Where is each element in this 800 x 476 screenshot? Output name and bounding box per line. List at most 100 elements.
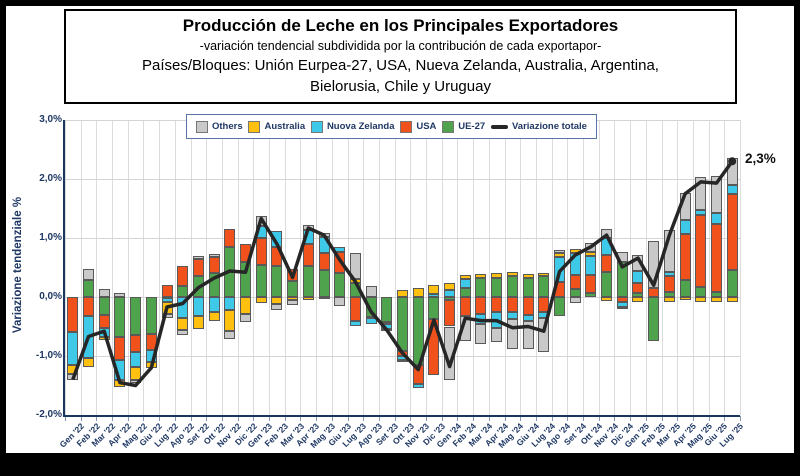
vertical-gridline bbox=[143, 120, 145, 415]
x-axis-tick bbox=[551, 416, 553, 421]
legend-color-swatch bbox=[442, 120, 455, 133]
vertical-gridline bbox=[80, 120, 82, 415]
vertical-gridline bbox=[347, 120, 349, 415]
vertical-gridline bbox=[206, 120, 208, 415]
bar-segment-others bbox=[114, 292, 126, 297]
vertical-gridline bbox=[331, 120, 333, 415]
bar-segment-others bbox=[192, 255, 204, 259]
x-axis-tick bbox=[347, 416, 349, 421]
legend-color-swatch bbox=[248, 120, 261, 133]
vertical-gridline bbox=[253, 120, 255, 415]
total-variation-line bbox=[71, 157, 737, 388]
bar-segment-ue27 bbox=[365, 297, 377, 318]
x-axis-tick bbox=[661, 416, 663, 421]
bar-segment-ue27 bbox=[538, 276, 550, 297]
bar-segment-usa bbox=[302, 244, 314, 267]
x-axis-tick bbox=[80, 416, 82, 421]
bar-segment-usa bbox=[161, 285, 173, 297]
vertical-gridline bbox=[300, 120, 302, 415]
vertical-gridline bbox=[473, 120, 475, 415]
bar-segment-ue27 bbox=[475, 278, 487, 297]
bar-segment-aus bbox=[412, 288, 424, 297]
bar-segment-usa bbox=[585, 275, 597, 294]
vertical-gridline bbox=[598, 120, 600, 415]
bar-segment-aus bbox=[538, 272, 550, 277]
bar-segment-others bbox=[710, 176, 722, 213]
x-axis-tick bbox=[677, 416, 679, 421]
legend-item-line: Variazione totale bbox=[491, 121, 587, 132]
bar-segment-usa bbox=[98, 314, 110, 329]
bar-segment-usa bbox=[318, 252, 330, 270]
bar-segment-aus bbox=[710, 297, 722, 303]
bar-segment-nz bbox=[130, 351, 142, 368]
chart-countries-line2: Bielorusia, Chile y Uruguay bbox=[310, 78, 491, 95]
vertical-gridline bbox=[96, 120, 98, 415]
bar-segment-others bbox=[538, 317, 550, 352]
bar-segment-nz bbox=[710, 212, 722, 225]
bar-segment-ue27 bbox=[444, 297, 456, 300]
bar-segment-usa bbox=[695, 214, 707, 287]
vertical-gridline bbox=[724, 120, 726, 415]
total-line-path bbox=[71, 160, 734, 388]
title-box: Producción de Leche en los Principales E… bbox=[64, 9, 737, 104]
bar-segment-usa bbox=[601, 254, 613, 272]
vertical-gridline bbox=[65, 120, 66, 415]
x-axis-tick bbox=[724, 416, 726, 421]
bar-segment-usa bbox=[726, 193, 738, 271]
bar-segment-others bbox=[553, 250, 565, 254]
bar-segment-others bbox=[695, 177, 707, 210]
legend-item-aus: Australia bbox=[248, 120, 305, 133]
bar-segment-ue27 bbox=[663, 292, 675, 297]
vertical-gridline bbox=[127, 120, 129, 415]
bar-segment-nz bbox=[428, 294, 440, 297]
bar-segment-ue27 bbox=[506, 276, 518, 297]
x-axis-tick bbox=[269, 416, 271, 421]
y-tick-label: 3,0% bbox=[39, 114, 62, 125]
x-axis-tick bbox=[143, 416, 145, 421]
bar-segment-nz bbox=[522, 314, 534, 321]
x-axis-tick bbox=[378, 416, 380, 421]
vertical-gridline bbox=[583, 120, 585, 415]
x-axis-tick bbox=[127, 416, 129, 421]
x-axis-tick bbox=[65, 416, 66, 421]
legend-item-nz: Nuova Zelanda bbox=[310, 120, 395, 133]
bar-segment-nz bbox=[192, 297, 204, 317]
bar-segment-others bbox=[287, 299, 299, 305]
legend-color-swatch bbox=[310, 120, 323, 133]
legend-item-usa: USA bbox=[400, 120, 436, 133]
vertical-gridline bbox=[551, 120, 553, 415]
legend-label: Variazione totale bbox=[512, 121, 587, 132]
bar-segment-aus bbox=[444, 282, 456, 290]
vertical-gridline bbox=[363, 120, 365, 415]
end-value-label: 2,3% bbox=[745, 151, 776, 166]
vertical-gridline bbox=[410, 120, 412, 415]
bar-segment-usa bbox=[491, 297, 503, 312]
bar-segment-ue27 bbox=[616, 261, 628, 297]
bar-segment-aus bbox=[224, 309, 236, 332]
x-axis-tick bbox=[253, 416, 255, 421]
x-axis-tick bbox=[441, 416, 443, 421]
bar-segment-ue27 bbox=[83, 280, 95, 297]
vertical-gridline bbox=[316, 120, 318, 415]
legend-label: UE-27 bbox=[458, 121, 486, 132]
bar-segment-usa bbox=[114, 337, 126, 360]
bar-segment-nz bbox=[177, 297, 189, 319]
bar-segment-ue27 bbox=[240, 261, 252, 297]
bar-segment-aus bbox=[726, 297, 738, 302]
bar-segment-aus bbox=[459, 274, 471, 280]
bar-segment-aus bbox=[553, 253, 565, 258]
bar-segment-ue27 bbox=[569, 289, 581, 297]
x-axis-tick bbox=[708, 416, 710, 421]
bar-segment-nz bbox=[695, 209, 707, 215]
bar-segment-ue27 bbox=[302, 266, 314, 297]
x-axis-tick bbox=[190, 416, 192, 421]
vertical-gridline bbox=[567, 120, 569, 415]
bar-segment-aus bbox=[632, 297, 644, 302]
bar-segment-nz bbox=[208, 297, 220, 312]
x-axis-tick bbox=[583, 416, 585, 421]
vertical-gridline bbox=[394, 120, 396, 415]
bar-segment-usa bbox=[192, 258, 204, 277]
bar-segment-ue27 bbox=[381, 297, 393, 322]
bar-segment-nz bbox=[506, 312, 518, 319]
x-axis-tick bbox=[331, 416, 333, 421]
